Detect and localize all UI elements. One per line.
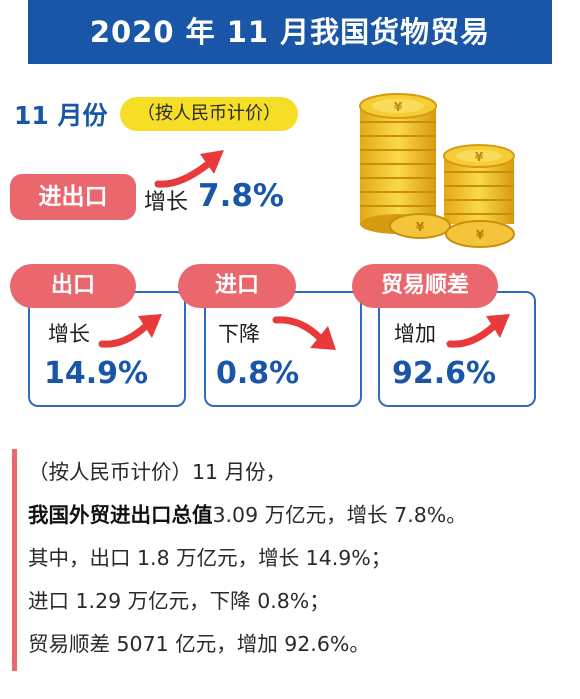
trade-surplus-card <box>378 291 536 407</box>
trade-surplus-change-word: 增加 <box>394 322 436 346</box>
import-card-title: 进口 <box>178 264 296 308</box>
text-line-2-bold: 我国外贸进出口总值 <box>28 503 213 527</box>
export-change-word: 增长 <box>48 322 90 346</box>
svg-text:¥: ¥ <box>476 228 485 242</box>
trade-change-value: 7.8% <box>198 178 284 214</box>
export-change-value: 14.9% <box>44 356 149 391</box>
trade-change-word: 增长 <box>144 190 189 215</box>
import-change-word: 下降 <box>218 322 260 346</box>
text-line-3: 其中，出口 1.8 万亿元，增长 14.9%； <box>28 546 392 570</box>
trade-surplus-card-title: 贸易顺差 <box>352 264 498 308</box>
yuan-coin-stack-icon: ¥ ¥ ¥ ¥ <box>359 93 515 248</box>
export-card-title: 出口 <box>10 264 136 308</box>
header-banner <box>28 0 552 64</box>
trade-surplus-change-value: 92.6% <box>392 356 497 391</box>
text-line-4: 进口 1.29 万亿元，下降 0.8%； <box>28 589 330 613</box>
svg-text:¥: ¥ <box>475 150 484 164</box>
text-line-1: （按人民币计价）11 月份， <box>28 460 287 484</box>
red-arrow-up-icon <box>154 150 224 188</box>
text-accent-bar <box>12 449 17 671</box>
text-line-5: 贸易顺差 5071 亿元，增加 92.6%。 <box>28 632 370 656</box>
red-arrow-up-icon <box>446 314 510 348</box>
text-line-2-rest: 3.09 万亿元，增长 7.8%。 <box>212 503 467 527</box>
trade-label-pill: 进出口 <box>10 174 136 220</box>
text-line-2: 我国外贸进出口总值3.09 万亿元，增长 7.8%。 <box>28 498 467 528</box>
page-title: 2020 年 11 月我国货物贸易 <box>89 15 491 49</box>
month-title: 11 月份 <box>14 101 108 130</box>
svg-text:¥: ¥ <box>416 220 425 234</box>
svg-text:¥: ¥ <box>394 100 403 114</box>
currency-badge: （按人民币计价） <box>120 97 298 131</box>
import-change-value: 0.8% <box>216 356 300 391</box>
red-arrow-up-icon <box>98 314 162 348</box>
red-arrow-down-icon <box>272 316 336 350</box>
